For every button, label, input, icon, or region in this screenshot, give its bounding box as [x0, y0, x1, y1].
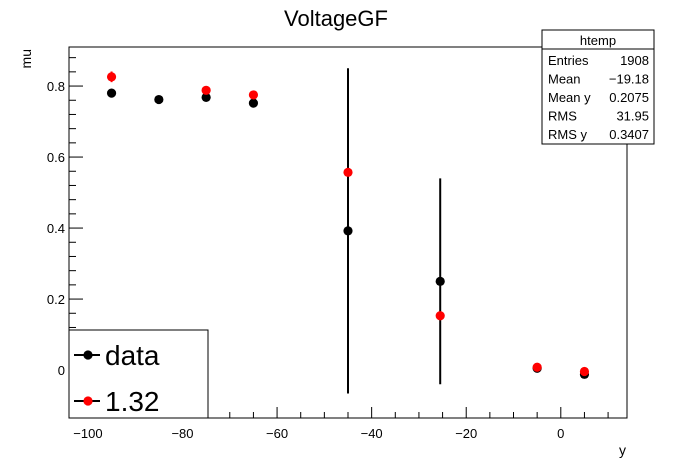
axes: −100 −80 −60 −40 −20 0 0 0.2 0.4 0.6 0.8 — [47, 57, 609, 441]
data-point — [201, 85, 211, 95]
legend-marker — [83, 350, 93, 360]
y-tick-label: 0.6 — [47, 150, 65, 165]
data-point — [579, 366, 590, 377]
data-point — [343, 226, 353, 236]
x-tick-label: 0 — [557, 426, 564, 441]
data-point — [154, 94, 164, 105]
stats-row-value: 1908 — [620, 53, 649, 68]
y-tick-label: 0.4 — [47, 221, 65, 236]
stats-row-value: −19.18 — [609, 72, 649, 87]
legend-label: 1.32 — [105, 386, 160, 417]
y-axis-label: mu — [18, 49, 34, 68]
x-tick-label: −60 — [266, 426, 288, 441]
stats-row-value: 31.95 — [616, 109, 649, 124]
x-tick-label: −100 — [73, 426, 102, 441]
stats-row-label: Entries — [548, 53, 589, 68]
data-point — [248, 98, 259, 108]
data-point — [201, 92, 211, 103]
data-point — [435, 276, 445, 286]
legend-label: data — [105, 340, 160, 371]
data-point — [248, 90, 259, 100]
x-tick-label: −80 — [171, 426, 193, 441]
stats-row-label: Mean y — [548, 90, 591, 105]
chart-title: VoltageGF — [284, 6, 388, 31]
x-tick-label: −40 — [361, 426, 383, 441]
y-tick-label: 0.2 — [47, 292, 65, 307]
stats-row-label: RMS y — [548, 127, 588, 142]
x-tick-label: −20 — [455, 426, 477, 441]
legend: data 1.32 — [68, 329, 209, 419]
legend-box — [68, 329, 209, 419]
y-tick-label: 0 — [58, 363, 65, 378]
legend-marker — [83, 396, 93, 406]
stats-title: htemp — [580, 33, 616, 48]
stats-row-label: Mean — [548, 72, 581, 87]
data-point — [435, 311, 445, 321]
data-point — [532, 362, 542, 372]
stats-box: htemp Entries 1908 Mean −19.18 Mean y 0.2075 RM… — [541, 29, 655, 145]
series-model — [106, 71, 590, 377]
stats-row-value: 0.3407 — [609, 127, 649, 142]
data-point — [106, 88, 117, 98]
data-point — [106, 72, 117, 82]
x-axis-label: y — [619, 442, 626, 458]
stats-row-value: 0.2075 — [609, 90, 649, 105]
stats-row-label: RMS — [548, 109, 577, 124]
data-point — [343, 167, 353, 177]
y-tick-label: 0.8 — [47, 79, 65, 94]
series-layer — [106, 68, 590, 394]
